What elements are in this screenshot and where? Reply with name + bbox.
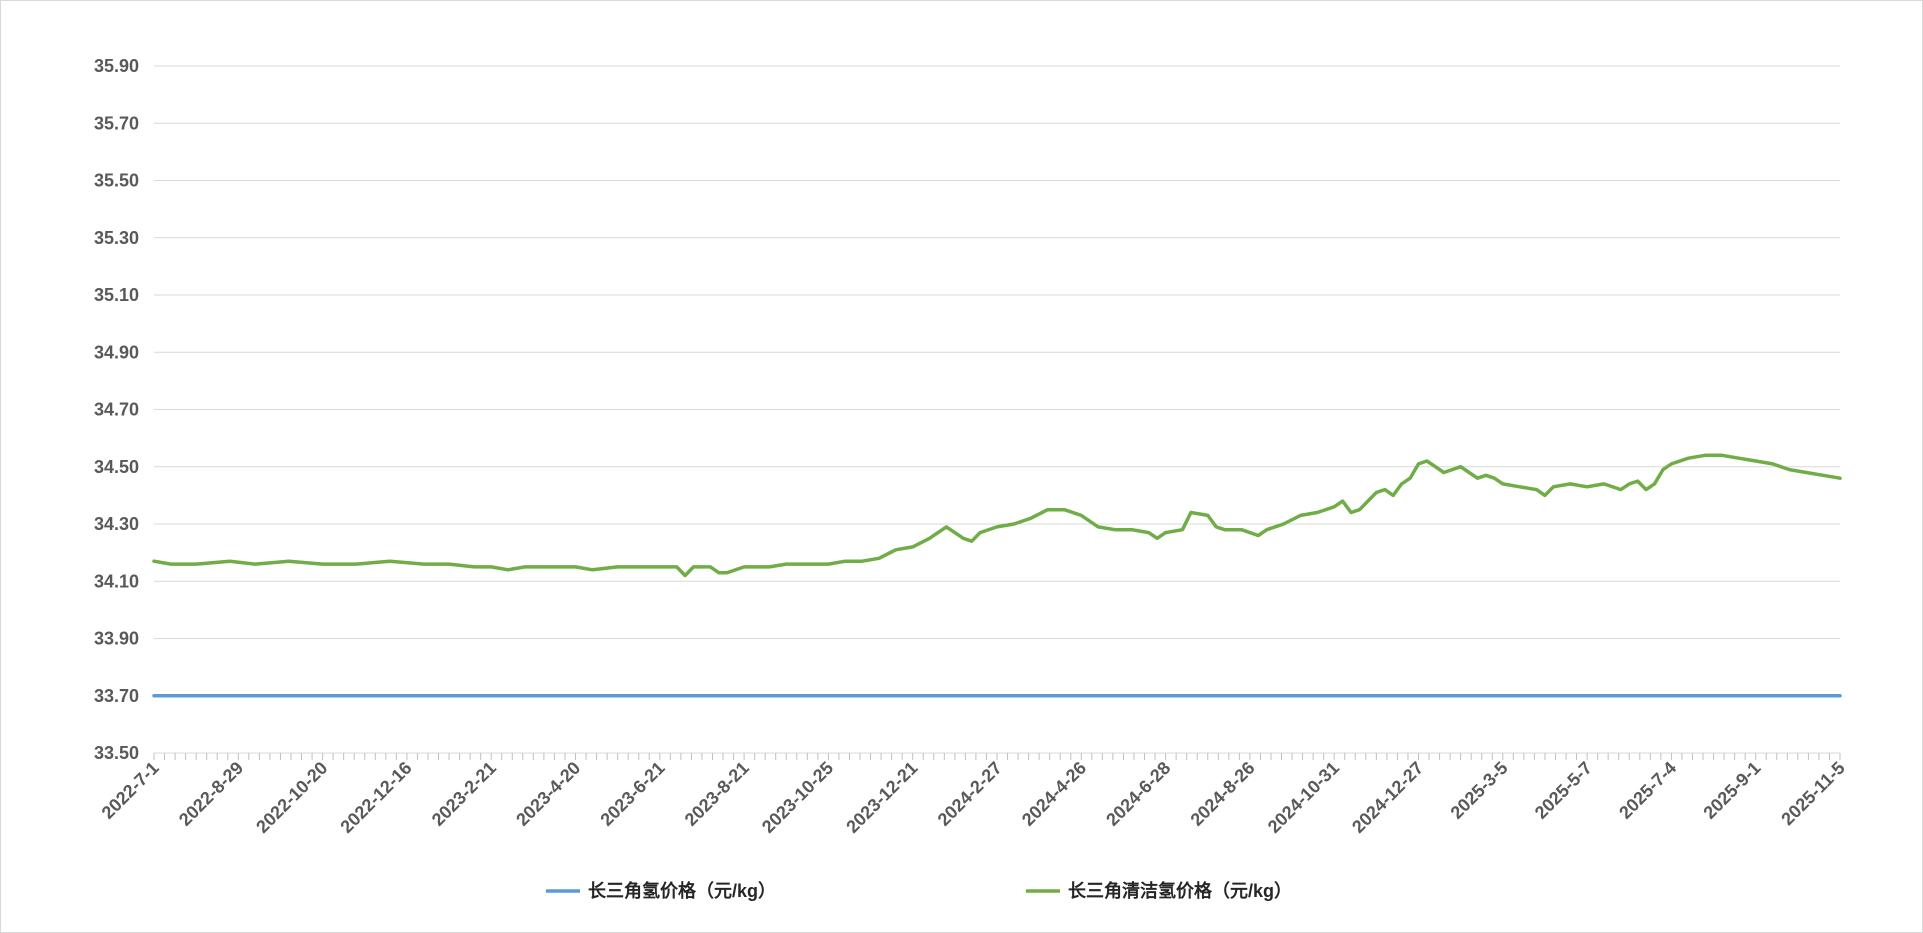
y-tick-label: 33.50 [94,743,139,763]
legend-label-2: 长三角清洁氢价格（元/kg） [1068,880,1292,901]
series-line-2 [152,453,1842,578]
x-tick-label: 2025-7-4 [1615,758,1680,823]
x-tick-label: 2025-3-5 [1447,758,1512,823]
x-tick-label: 2023-6-21 [596,758,668,830]
gridlines [154,65,1840,697]
x-tick-label: 2023-8-21 [681,758,753,830]
x-tick-label: 2025-11-5 [1777,758,1848,829]
x-tick-label: 2025-9-1 [1699,758,1764,823]
legend-label-1: 长三角氢价格（元/kg） [588,880,776,901]
x-tick-label: 2022-12-16 [336,758,415,837]
x-tick-label: 2024-10-31 [1264,758,1343,837]
x-tick-label: 2024-12-27 [1348,758,1427,837]
y-tick-label: 33.70 [94,686,139,706]
y-tick-label: 34.50 [94,457,139,477]
x-tick-label: 2025-5-7 [1531,758,1596,823]
y-tick-label: 35.90 [94,56,139,76]
x-tick-label: 2024-6-28 [1102,758,1174,830]
series-lines [152,453,1842,698]
legend: 长三角氢价格（元/kg） 长三角清洁氢价格（元/kg） [546,880,1292,901]
y-tick-label: 35.30 [94,228,139,248]
x-tick-label: 2022-10-20 [252,758,331,837]
y-tick-label: 33.90 [94,629,139,649]
y-tick-label: 34.90 [94,342,139,362]
y-axis: 33.50 33.70 33.90 34.10 34.30 34.50 34.70 34.90… [94,56,139,763]
x-axis: 2022-7-1 2022-8-29 2022-10-20 2022-12-16 202… [98,752,1849,837]
x-tick-label: 2023-4-20 [512,758,584,830]
x-tick-label: 2024-8-26 [1187,758,1259,830]
y-tick-label: 35.10 [94,285,139,305]
y-tick-label: 34.10 [94,571,139,591]
x-tick-label: 2024-2-27 [934,758,1006,830]
y-tick-label: 35.70 [94,113,139,133]
x-tick-label: 2024-4-26 [1018,758,1090,830]
y-tick-label: 34.70 [94,400,139,420]
x-tick-label: 2022-8-29 [175,758,247,830]
y-tick-label: 35.50 [94,171,139,191]
x-tick-label: 2022-7-1 [98,758,163,823]
y-tick-label: 34.30 [94,514,139,534]
x-tick-label: 2023-12-21 [842,758,921,837]
x-tick-label: 2023-2-21 [428,758,500,830]
x-tick-label: 2023-10-25 [758,758,837,837]
